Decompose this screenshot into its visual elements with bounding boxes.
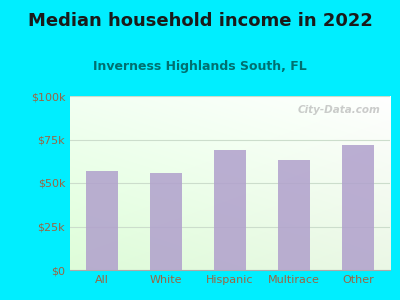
Bar (86, 171, 118, 270)
Bar (342, 145, 374, 270)
Bar (278, 160, 310, 270)
Text: Inverness Highlands South, FL: Inverness Highlands South, FL (93, 60, 307, 73)
Text: Median household income in 2022: Median household income in 2022 (28, 12, 372, 30)
Bar (214, 150, 246, 270)
Bar (150, 172, 182, 270)
Text: City-Data.com: City-Data.com (298, 105, 380, 115)
